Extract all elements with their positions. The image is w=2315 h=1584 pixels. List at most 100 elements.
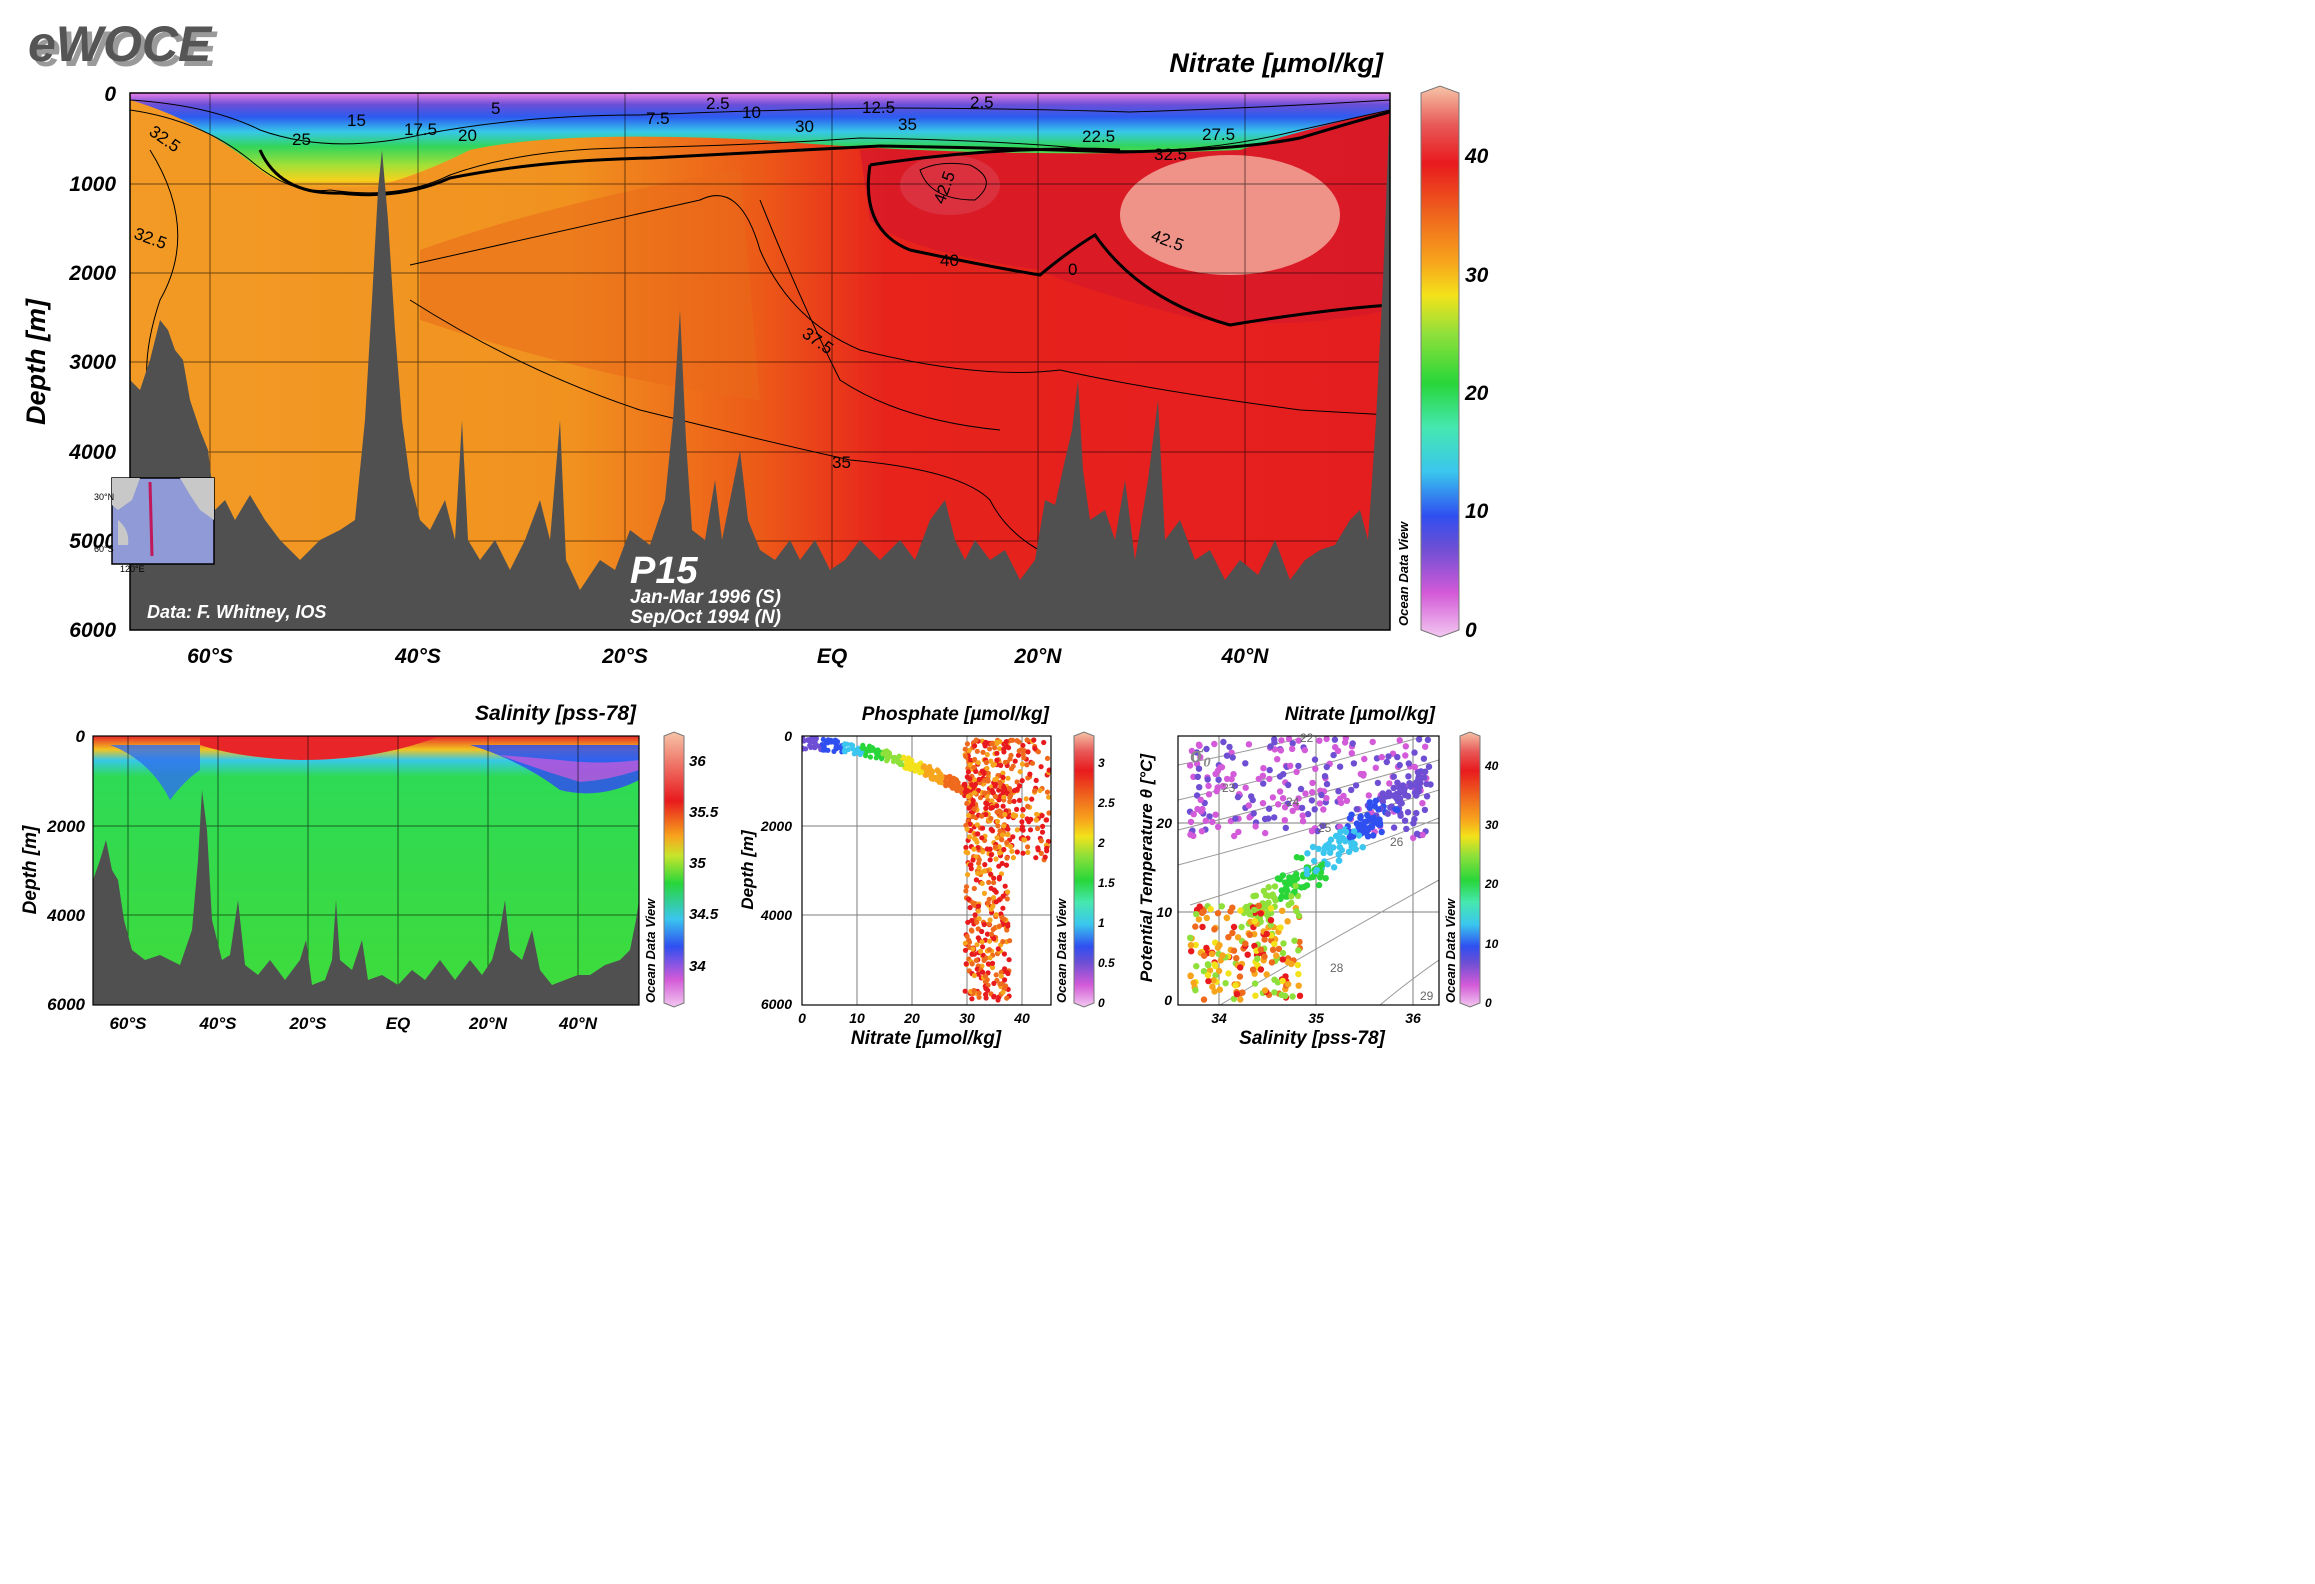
contour-label: 17.5 — [404, 120, 437, 139]
scatter-point — [983, 739, 989, 746]
contour-label: 10 — [742, 103, 761, 122]
scatter-point — [1040, 823, 1046, 830]
scatter-point — [1237, 996, 1244, 1003]
scatter-point — [1309, 789, 1316, 796]
scatter-point — [834, 744, 840, 750]
scatter-point — [1198, 828, 1206, 835]
scatter-point — [1309, 779, 1316, 787]
scatter-point — [1196, 742, 1203, 749]
scatter-point — [998, 813, 1004, 819]
inset-map: 30°N 60°S 120°E — [94, 477, 215, 574]
scatter-point — [1277, 747, 1285, 754]
scatter-point — [1331, 736, 1339, 743]
main-colorbar-ticks: 0 10 20 30 40 — [1464, 145, 1489, 642]
scatter-point — [934, 767, 941, 773]
scatter-point — [1274, 756, 1281, 763]
scatter-point — [1383, 758, 1391, 766]
scatter-point — [1211, 988, 1218, 995]
scatter-point — [1010, 737, 1016, 743]
scatter-point — [834, 739, 841, 745]
scatter-point — [856, 748, 862, 754]
scatter-point — [1246, 911, 1253, 918]
scatter-point — [1219, 952, 1226, 959]
scatter-point — [825, 747, 831, 753]
scatter-point — [1205, 977, 1212, 985]
cbar-tick: 40 — [1484, 759, 1499, 773]
scatter-point — [990, 740, 996, 746]
scatter-point — [1384, 810, 1392, 817]
scatter-point — [1208, 950, 1216, 957]
x-tick: 20 — [903, 1010, 920, 1026]
scatter-point — [1288, 899, 1295, 907]
scatter-point — [1390, 824, 1398, 831]
scatter-point — [982, 979, 989, 985]
scatter-point — [967, 834, 973, 840]
y-tick: 4000 — [46, 906, 85, 925]
scatter-point — [1295, 982, 1302, 989]
scatter-point — [1334, 833, 1342, 841]
scatter-point — [1366, 799, 1374, 806]
scatter-point — [999, 915, 1005, 921]
scatter-point — [806, 738, 812, 744]
scatter-point — [1349, 740, 1356, 747]
scatter-point — [965, 793, 972, 799]
scatter-point — [867, 754, 874, 760]
contour-label: 40 — [940, 251, 959, 270]
scatter-point — [1262, 829, 1269, 837]
scatter-point — [981, 770, 987, 777]
scatter-point — [1311, 756, 1319, 763]
scatter-point — [1207, 905, 1214, 913]
scatter-point — [1298, 804, 1306, 812]
scatter-point — [1186, 762, 1194, 769]
scatter-point — [1211, 961, 1218, 968]
scatter-point — [1298, 884, 1305, 891]
scatter-point — [1230, 923, 1238, 931]
salinity-colorbar: 34 34.5 35 35.5 36 — [663, 731, 719, 1008]
scatter-point — [966, 896, 972, 902]
scatter-point — [1001, 846, 1007, 853]
scatter-point — [938, 778, 945, 785]
scatter-point — [1032, 745, 1038, 752]
main-ylabel: Depth [m] — [21, 298, 51, 425]
scatter-point — [979, 963, 985, 969]
scatter-point — [984, 765, 990, 772]
scatter-point — [1410, 834, 1417, 842]
scatter-point — [991, 875, 997, 881]
y-tick: 4000 — [68, 441, 116, 464]
main-xticks: 60°S 40°S 20°S EQ 20°N 40°N — [187, 645, 1269, 668]
scatter-point — [1198, 909, 1206, 917]
odv-watermark: Ocean Data View — [1054, 898, 1069, 1003]
y-tick: 0 — [1164, 992, 1172, 1008]
scatter-point — [1017, 769, 1023, 775]
y-tick: 20 — [1155, 815, 1172, 831]
isopycnal-label: 28 — [1330, 961, 1344, 975]
scatter-point — [1299, 818, 1307, 825]
scatter-point — [1205, 782, 1212, 790]
ts-colorbar-ticks: 0 10 20 30 40 — [1484, 759, 1499, 1010]
scatter-point — [1374, 779, 1382, 787]
scatter-point — [1245, 802, 1253, 809]
scatter-point — [884, 758, 890, 764]
scatter-point — [1031, 737, 1037, 743]
scatter-point — [973, 957, 980, 964]
scatter-point — [1218, 764, 1226, 771]
ts-ylabel: Potential Temperature θ [°C] — [1137, 753, 1156, 983]
contour-label: 32.5 — [1154, 145, 1187, 164]
scatter-point — [976, 994, 982, 1000]
scatter-point — [1411, 749, 1418, 756]
scatter-point — [1193, 963, 1200, 970]
scatter-point — [1396, 761, 1403, 769]
scatter-point — [1323, 795, 1330, 802]
scatter-point — [970, 801, 976, 808]
scatter-point — [1413, 809, 1420, 817]
scatter-point — [1211, 926, 1218, 933]
scatter-point — [1193, 760, 1201, 768]
scatter-point — [992, 745, 998, 751]
scatter-point — [1046, 810, 1051, 816]
scatter-point — [1360, 770, 1367, 778]
y-tick: 6000 — [47, 995, 85, 1014]
scatter-point — [1384, 792, 1392, 800]
contour-label: 25 — [292, 130, 311, 149]
contour-label: 7.5 — [646, 109, 670, 128]
scatter-point — [1404, 809, 1412, 816]
